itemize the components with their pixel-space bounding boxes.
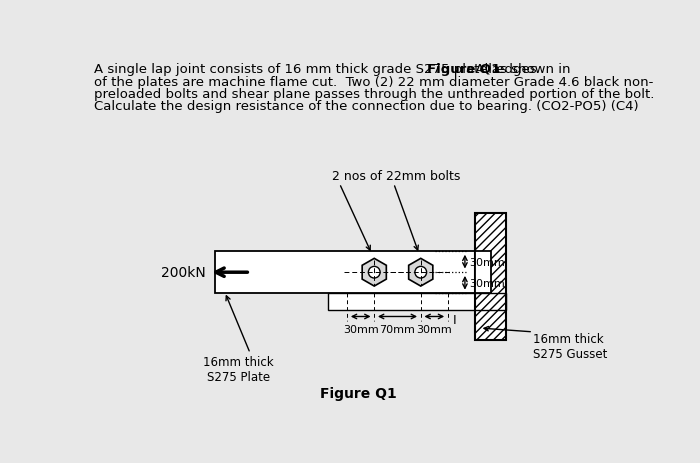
Text: I: I	[452, 313, 456, 326]
Text: 30mm: 30mm	[343, 325, 379, 334]
Text: A single lap joint consists of 16 mm thick grade S275 plate as shown in: A single lap joint consists of 16 mm thi…	[94, 63, 575, 76]
Text: 16mm thick
S275 Plate: 16mm thick S275 Plate	[203, 355, 274, 383]
Text: 16mm thick
S275 Gusset: 16mm thick S275 Gusset	[533, 332, 608, 360]
Bar	[475, 213, 506, 340]
Text: 30mm: 30mm	[416, 325, 452, 334]
Text: 200kN: 200kN	[161, 266, 206, 280]
Text: 70mm: 70mm	[379, 325, 415, 334]
Text: Figure Q1: Figure Q1	[427, 63, 500, 76]
Text: 30mm: 30mm	[469, 257, 505, 267]
Polygon shape	[362, 259, 386, 287]
Text: . All edges: . All edges	[468, 63, 537, 76]
Text: 2 nos of 22mm bolts: 2 nos of 22mm bolts	[332, 169, 460, 182]
Circle shape	[368, 267, 380, 278]
Text: of the plates are machine flame cut.  Two (2) 22 mm diameter Grade 4.6 black non: of the plates are machine flame cut. Two…	[94, 75, 653, 88]
Text: Calculate the design resistance of the connection due to bearing. (CO2-PO5) (C4): Calculate the design resistance of the c…	[94, 100, 638, 113]
Bar	[328, 294, 506, 311]
Text: 30mm: 30mm	[469, 278, 505, 288]
Bar	[475, 213, 506, 340]
Circle shape	[415, 267, 426, 278]
Text: Figure Q1: Figure Q1	[321, 386, 397, 400]
Text: preloaded bolts and shear plane passes through the unthreaded portion of the bol: preloaded bolts and shear plane passes t…	[94, 88, 654, 101]
Polygon shape	[409, 259, 433, 287]
Bar	[475, 213, 506, 340]
Bar	[475, 251, 491, 294]
Bar	[216, 251, 491, 294]
